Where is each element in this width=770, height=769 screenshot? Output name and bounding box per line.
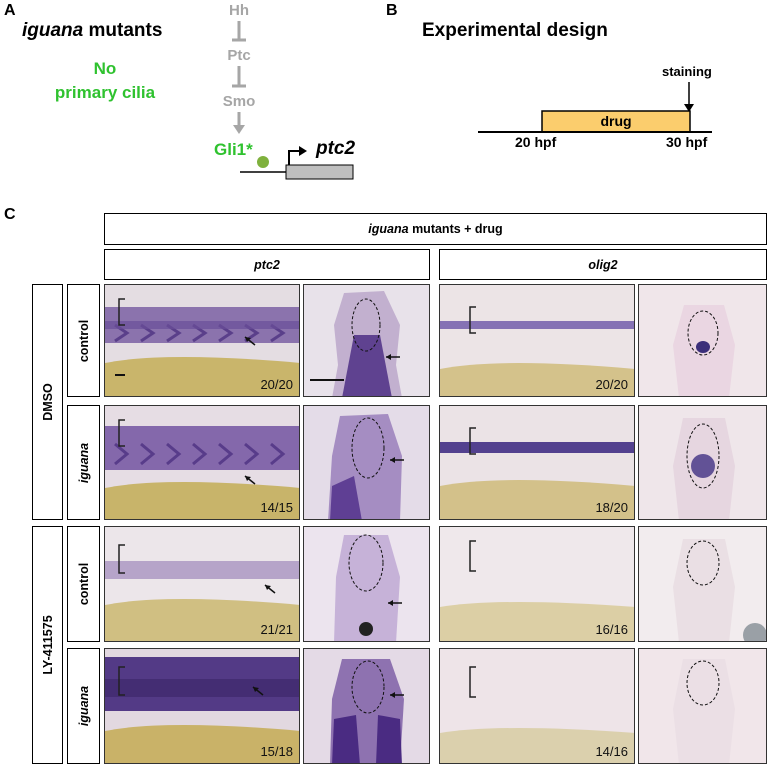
image-olig2-section-1 bbox=[638, 284, 767, 397]
panel-a-label: A bbox=[4, 2, 16, 19]
count-olig2-2: 18/20 bbox=[595, 500, 628, 515]
image-olig2-lateral-3: 16/16 bbox=[439, 526, 635, 642]
panel-b-label: B bbox=[386, 2, 398, 19]
image-ptc2-section-4 bbox=[303, 648, 430, 764]
count-olig2-4: 14/16 bbox=[595, 744, 628, 759]
count-ptc2-4: 15/18 bbox=[260, 744, 293, 759]
image-olig2-section-4 bbox=[638, 648, 767, 764]
treatment-ly411575-label: LY-411575 bbox=[40, 615, 55, 675]
row-label-3: control bbox=[67, 526, 100, 642]
no-cilia-text: No primary cilia bbox=[40, 57, 170, 105]
no-cilia-line1: No bbox=[93, 59, 117, 78]
row-label-3-text: control bbox=[76, 562, 91, 606]
no-cilia-line2: primary cilia bbox=[54, 83, 156, 102]
start-time: 20 hpf bbox=[515, 134, 557, 150]
image-olig2-lateral-4: 14/16 bbox=[439, 648, 635, 764]
treatment-ly411575: LY-411575 bbox=[32, 526, 63, 764]
row-label-1: control bbox=[67, 284, 100, 397]
image-ptc2-lateral-2: 14/15 bbox=[104, 405, 300, 520]
image-ptc2-lateral-4: 15/18 bbox=[104, 648, 300, 764]
ptc2-gene-label: ptc2 bbox=[316, 138, 356, 159]
row-label-2-text: iguana bbox=[76, 442, 91, 483]
image-ptc2-section-3 bbox=[303, 526, 430, 642]
panel-b-title: Experimental design bbox=[422, 20, 608, 41]
timeline-diagram bbox=[478, 82, 712, 133]
row-label-4-text: iguana bbox=[76, 685, 91, 727]
image-ptc2-section-2 bbox=[303, 405, 430, 520]
staining-label: staining bbox=[662, 64, 712, 79]
drug-label: drug bbox=[600, 113, 632, 129]
row-label-1-text: control bbox=[76, 319, 91, 362]
row-label-4: iguana bbox=[67, 648, 100, 764]
image-olig2-section-2 bbox=[638, 405, 767, 520]
panel-c-label: C bbox=[4, 206, 16, 223]
pathway-hh: Hh bbox=[229, 2, 249, 19]
panel-a-title-gene: iguana bbox=[22, 20, 84, 41]
image-ptc2-lateral-3: 21/21 bbox=[104, 526, 300, 642]
count-ptc2-3: 21/21 bbox=[260, 622, 293, 637]
panel-a-title-rest: mutants bbox=[83, 20, 163, 41]
group-header-gene: iguana bbox=[368, 222, 409, 236]
image-olig2-lateral-2: 18/20 bbox=[439, 405, 635, 520]
image-ptc2-section-1 bbox=[303, 284, 430, 397]
panel-a-title: iguana mutants bbox=[22, 20, 162, 42]
treatment-dmso: DMSO bbox=[32, 284, 63, 520]
group-header: iguana mutants + drug bbox=[104, 213, 767, 245]
pathway-gli1: Gli1* bbox=[214, 140, 253, 159]
pathway-diagram bbox=[232, 21, 354, 180]
count-olig2-1: 20/20 bbox=[595, 377, 628, 392]
column-header-ptc2: ptc2 bbox=[104, 249, 430, 280]
image-olig2-lateral-1: 20/20 bbox=[439, 284, 635, 397]
image-olig2-section-3 bbox=[638, 526, 767, 642]
treatment-dmso-label: DMSO bbox=[40, 383, 55, 421]
row-label-2: iguana bbox=[67, 405, 100, 520]
image-ptc2-lateral-1: 20/20 bbox=[104, 284, 300, 397]
count-ptc2-1: 20/20 bbox=[260, 377, 293, 392]
pathway-ptc: Ptc bbox=[227, 47, 251, 64]
pathway-smo: Smo bbox=[222, 93, 256, 110]
group-header-rest: mutants + drug bbox=[408, 222, 503, 236]
column-header-olig2: olig2 bbox=[439, 249, 767, 280]
count-olig2-3: 16/16 bbox=[595, 622, 628, 637]
end-time: 30 hpf bbox=[666, 134, 708, 150]
count-ptc2-2: 14/15 bbox=[260, 500, 293, 515]
